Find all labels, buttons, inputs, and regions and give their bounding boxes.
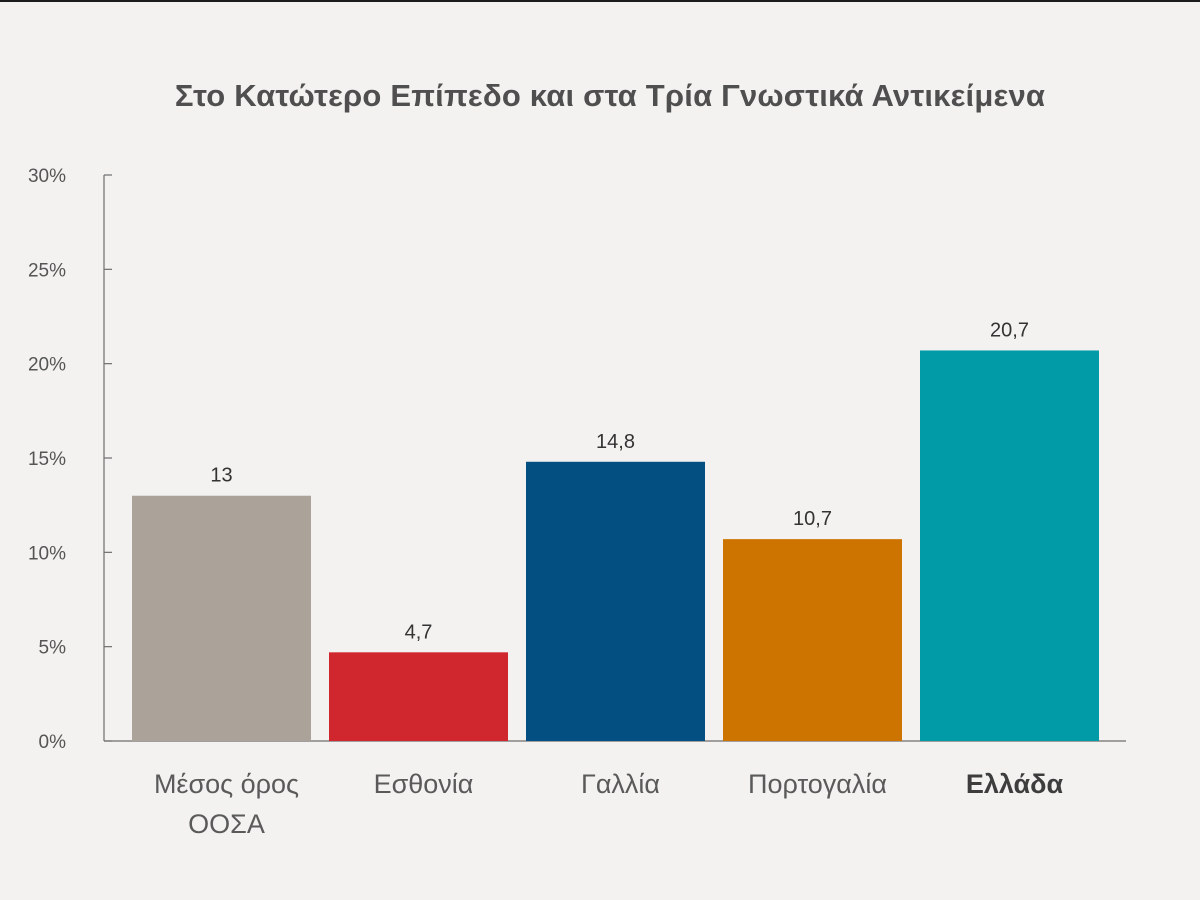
bar [920, 350, 1099, 741]
x-tick-label: Ελλάδα [966, 769, 1064, 799]
data-label: 10,7 [793, 508, 832, 530]
y-tick-label: 15% [28, 449, 66, 470]
chart-title: Στο Κατώτερο Επίπεδο και στα Τρία Γνωστι… [174, 78, 1046, 113]
y-tick-label: 0% [39, 732, 67, 753]
x-tick-label: Πορτογαλία [748, 769, 887, 799]
x-tick-label: Γαλλία [581, 769, 660, 799]
data-label: 13 [210, 465, 232, 487]
x-tick-label: Εσθονία [374, 769, 474, 799]
y-tick-label: 30% [28, 166, 66, 187]
data-label: 4,7 [405, 621, 433, 643]
y-tick-label: 10% [28, 543, 66, 564]
y-tick-label: 5% [39, 638, 67, 659]
bar [723, 539, 902, 741]
data-label: 20,7 [990, 319, 1029, 341]
y-tick-label: 20% [28, 355, 66, 376]
x-tick-label: ΟΟΣΑ [188, 809, 265, 839]
bar [132, 495, 311, 741]
x-tick-label: Μέσος όρος [154, 769, 299, 799]
bar [329, 652, 508, 741]
data-label: 14,8 [596, 431, 635, 453]
y-tick-label: 25% [28, 260, 66, 281]
top-border [0, 0, 1200, 2]
bar [526, 461, 705, 741]
